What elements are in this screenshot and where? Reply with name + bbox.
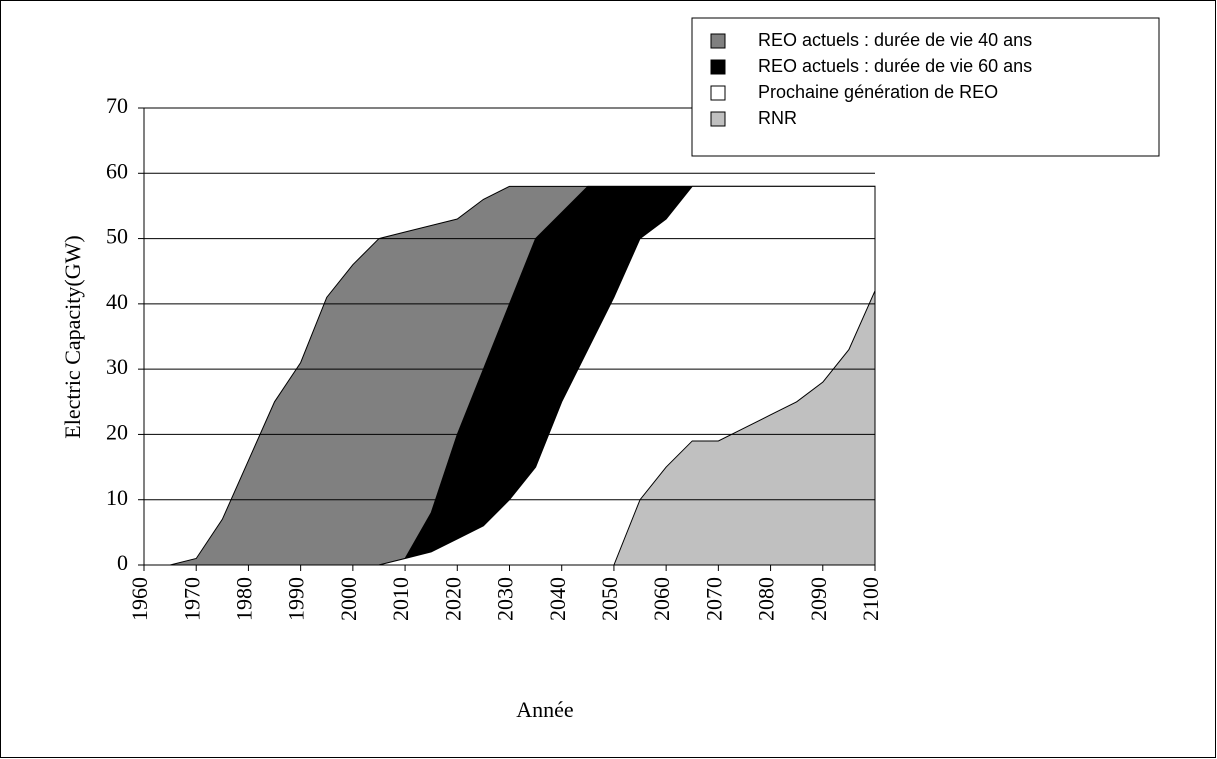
y-tick-label: 60 [106, 158, 128, 183]
x-tick-label: 2080 [754, 577, 779, 621]
legend-label: Prochaine génération de REO [758, 82, 998, 102]
x-tick-label: 2050 [597, 577, 622, 621]
legend-swatch [710, 111, 726, 127]
x-tick-label: 1980 [231, 577, 256, 621]
x-tick-label: 1970 [179, 577, 204, 621]
legend-box [691, 17, 1160, 157]
x-tick-label: 2000 [336, 577, 361, 621]
x-tick-label: 2090 [806, 577, 831, 621]
plot-area [144, 185, 876, 566]
y-tick-label: 0 [117, 550, 128, 575]
legend-label: RNR [758, 108, 797, 128]
y-tick-label: 30 [106, 354, 128, 379]
legend-label: REO actuels : durée de vie 40 ans [758, 30, 1032, 50]
y-tick-label: 40 [106, 289, 128, 314]
legend-swatch [710, 85, 726, 101]
x-tick-label: 2100 [858, 577, 883, 621]
y-tick-label: 10 [106, 485, 128, 510]
x-tick-label: 2010 [388, 577, 413, 621]
legend-label: REO actuels : durée de vie 60 ans [758, 56, 1032, 76]
x-tick-label: 1990 [284, 577, 309, 621]
y-tick-label: 50 [106, 224, 128, 249]
x-tick-label: 2040 [545, 577, 570, 621]
x-tick-label: 2070 [701, 577, 726, 621]
legend-swatch [710, 33, 726, 49]
x-tick-label: 2060 [649, 577, 674, 621]
y-tick-label: 70 [106, 93, 128, 118]
x-tick-label: 2020 [440, 577, 465, 621]
x-tick-label: 1960 [127, 577, 152, 621]
y-tick-label: 20 [106, 419, 128, 444]
y-axis-label: Electric Capacity(GW) [60, 235, 85, 438]
x-tick-label: 2030 [493, 577, 518, 621]
x-axis-label: Année [516, 697, 573, 722]
legend-swatch [710, 59, 726, 75]
